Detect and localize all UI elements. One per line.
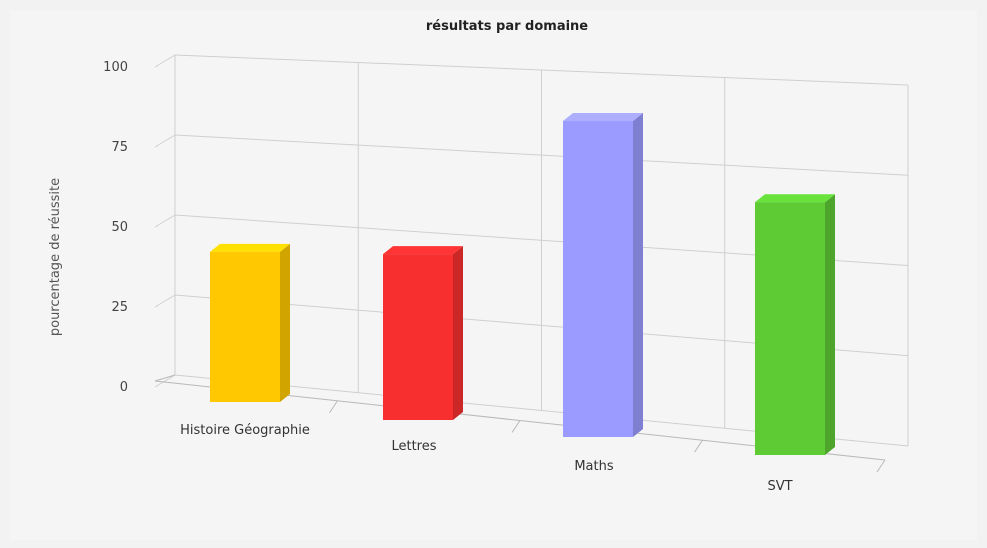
depth-line-0	[154, 374, 176, 388]
bar-front	[755, 202, 825, 455]
x-tick-label: Lettres	[391, 439, 436, 454]
chart-title: résultats par domaine	[426, 19, 588, 34]
gridlines	[154, 54, 909, 447]
bar-2	[563, 113, 643, 437]
x-tick-mark	[329, 400, 338, 414]
x-tick-labels: Histoire Géographie Lettres Maths SVT	[180, 423, 792, 494]
depth-line-25	[154, 294, 176, 308]
bar-1	[383, 246, 463, 420]
y-tick-label: 0	[120, 380, 128, 395]
y-tick-label: 25	[111, 300, 128, 315]
x-tick-label: Maths	[574, 459, 614, 474]
x-tick-mark	[511, 420, 521, 433]
x-tick-mark	[694, 439, 703, 453]
bar-top	[383, 246, 463, 255]
bar-top	[563, 113, 643, 121]
y-tick-label: 50	[111, 220, 128, 235]
bar-side	[280, 243, 290, 402]
bar-side	[453, 246, 463, 420]
bar-front	[563, 121, 633, 437]
depth-line-75	[154, 134, 176, 148]
x-tick-mark	[876, 459, 886, 473]
depth-line-100	[154, 54, 176, 68]
bar-top	[210, 243, 290, 252]
x-tick-label: Histoire Géographie	[180, 423, 310, 438]
bar-front	[383, 254, 453, 420]
y-tick-labels: 0 25 50 75 100	[103, 60, 128, 395]
bar-top	[755, 194, 835, 203]
x-tick-label: SVT	[767, 479, 792, 494]
y-tick-label: 100	[103, 60, 128, 75]
bar-3	[755, 194, 835, 455]
y-tick-label: 75	[111, 140, 128, 155]
bar-0	[210, 243, 290, 402]
bar-front	[210, 251, 280, 402]
depth-line-50	[154, 214, 176, 228]
bar-side	[633, 113, 643, 437]
bar-side	[825, 194, 835, 455]
floor-left-edge	[154, 374, 176, 382]
bars	[210, 113, 835, 455]
y-axis-label: pourcentage de réussite	[48, 178, 63, 336]
